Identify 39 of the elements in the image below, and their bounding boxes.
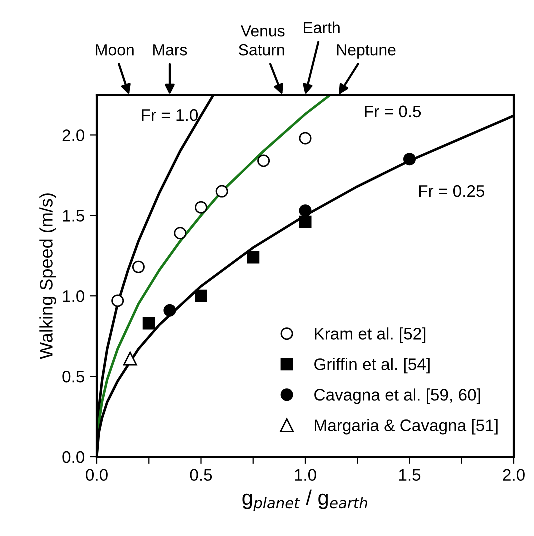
- point: [112, 294, 124, 308]
- x-tick-label: 1.5: [399, 469, 421, 482]
- x-tick-label: 0.5: [190, 469, 212, 482]
- annotation: Fr = 1.0: [142, 109, 198, 122]
- legend-label: Kram et al. [52]: [315, 328, 426, 344]
- legend-label: Griffin et al. [54]: [314, 358, 430, 374]
- point: [164, 304, 176, 317]
- point: [299, 216, 312, 228]
- y-tick-label: 1.0: [63, 290, 85, 302]
- point: [247, 251, 260, 264]
- annotation: Fr = 0.25: [419, 185, 485, 198]
- text: Moon: [96, 44, 134, 56]
- point: [195, 290, 208, 302]
- y-tick-label: 1.5: [63, 210, 84, 222]
- x-tick-label: 1.0: [295, 469, 316, 482]
- x-tick-label: 0.0: [86, 469, 108, 482]
- point: [299, 132, 312, 145]
- annotation: Fr = 0.5: [365, 106, 422, 118]
- y-tick-label: 0.0: [62, 451, 85, 464]
- point: [299, 204, 312, 218]
- text: Venus Saturn: [239, 26, 285, 56]
- point: [142, 317, 156, 330]
- y-tick-label: 2.0: [62, 130, 85, 142]
- text: Mars: [154, 44, 188, 56]
- y-axis-title: Walking Speed (m/s): [40, 194, 56, 360]
- point: [132, 260, 145, 274]
- text: Earth: [304, 22, 340, 34]
- legend-label: Cavagna et al. [59, 60]: [314, 388, 480, 404]
- point: [123, 352, 138, 366]
- point: [258, 154, 270, 168]
- x-tick-label: 2.0: [503, 469, 525, 482]
- legend-label: Margaria & Cavagna [51]: [315, 419, 498, 435]
- point: [174, 227, 187, 240]
- y-tick-label: 0.5: [62, 370, 84, 383]
- point: [404, 153, 416, 166]
- point: [216, 185, 228, 198]
- text: Neptune: [337, 44, 396, 59]
- x-axis-title: g$_{planet}$ / g$_{earth}$: [242, 490, 368, 512]
- point: [195, 201, 208, 214]
